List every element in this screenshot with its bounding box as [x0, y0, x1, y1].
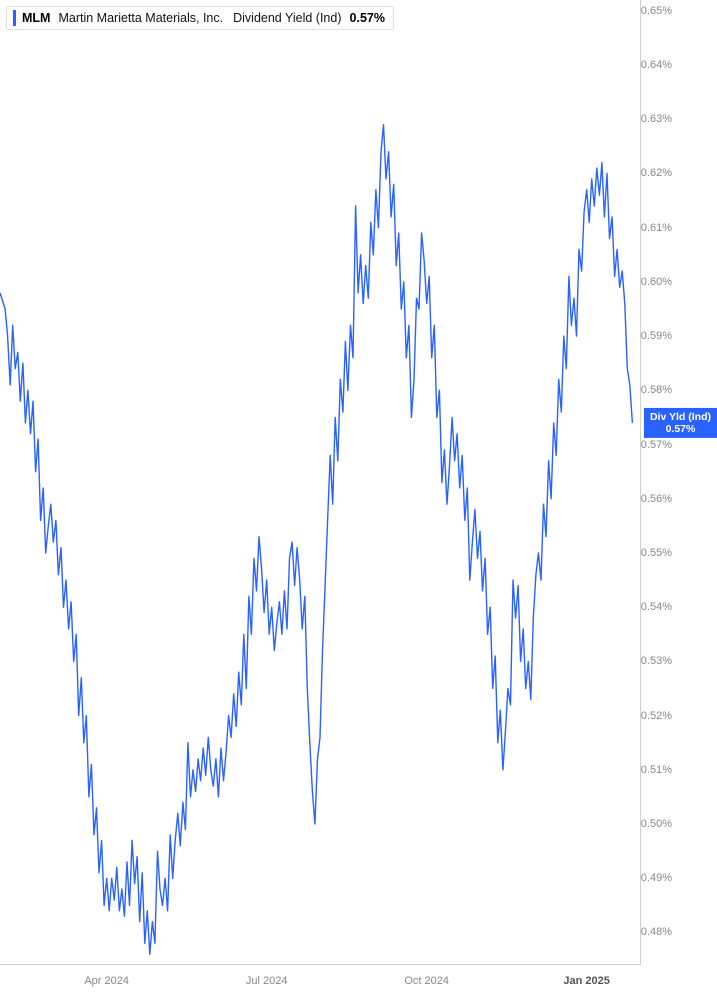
y-tick-label: 0.49%	[641, 872, 672, 884]
y-tick-label: 0.53%	[641, 655, 672, 667]
y-tick-label: 0.55%	[641, 547, 672, 559]
x-axis-line	[0, 964, 640, 965]
y-tick-label: 0.52%	[641, 710, 672, 722]
y-tick-label: 0.61%	[641, 222, 672, 234]
y-tick-label: 0.54%	[641, 601, 672, 613]
legend-ticker: MLM	[22, 11, 50, 25]
line-chart-svg	[0, 0, 717, 1005]
badge-value: 0.57%	[650, 423, 711, 435]
y-tick-label: 0.62%	[641, 167, 672, 179]
x-tick-label: Jul 2024	[246, 975, 288, 987]
y-tick-label: 0.59%	[641, 330, 672, 342]
chart-area[interactable]: 0.48% 0.49% 0.50% 0.51% 0.52% 0.53% 0.54% 0.55%…	[0, 0, 717, 1005]
x-tick-label: Jan 2025	[563, 975, 609, 987]
y-tick-label: 0.48%	[641, 926, 672, 938]
y-tick-label: 0.51%	[641, 764, 672, 776]
chart-legend[interactable]: MLM Martin Marietta Materials, Inc. Divi…	[6, 6, 394, 30]
badge-label: Div Yld (Ind)	[650, 411, 711, 423]
y-tick-label: 0.64%	[641, 59, 672, 71]
current-value-badge: Div Yld (Ind) 0.57%	[644, 408, 717, 438]
y-tick-label: 0.57%	[641, 439, 672, 451]
y-tick-label: 0.58%	[641, 384, 672, 396]
y-tick-label: 0.60%	[641, 276, 672, 288]
y-tick-label: 0.50%	[641, 818, 672, 830]
legend-color-swatch	[13, 10, 16, 26]
x-tick-label: Oct 2024	[404, 975, 449, 987]
legend-company: Martin Marietta Materials, Inc.	[58, 11, 223, 25]
y-tick-label: 0.56%	[641, 493, 672, 505]
y-tick-label: 0.63%	[641, 113, 672, 125]
legend-value: 0.57%	[350, 11, 385, 25]
legend-metric: Dividend Yield (Ind)	[233, 11, 341, 25]
y-tick-label: 0.65%	[641, 5, 672, 17]
x-tick-label: Apr 2024	[84, 975, 129, 987]
